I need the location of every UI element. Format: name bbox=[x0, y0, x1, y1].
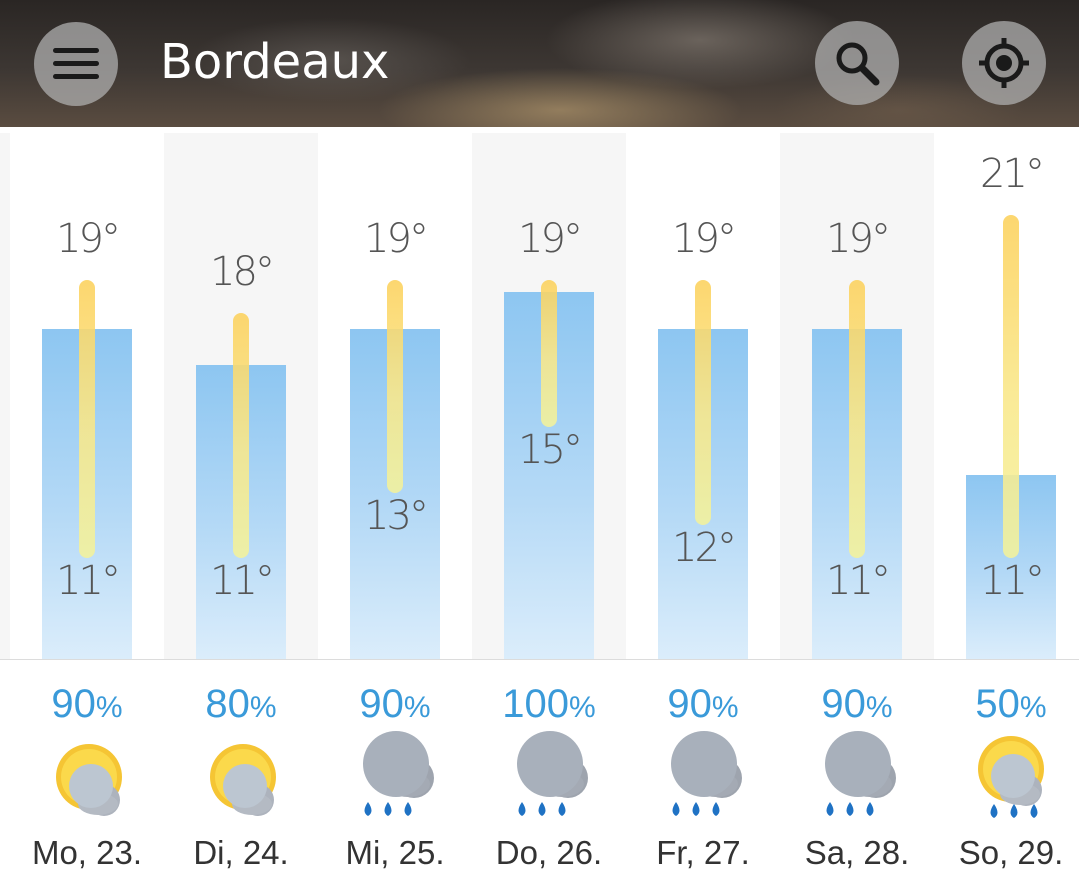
precip-value: 80 bbox=[205, 682, 250, 726]
temp-range-bar bbox=[387, 280, 403, 493]
high-temp: 18° bbox=[210, 249, 275, 296]
temp-range-bar bbox=[1003, 215, 1019, 558]
precip-value: 100 bbox=[502, 682, 570, 726]
low-temp: 11° bbox=[56, 558, 121, 604]
precip-value: 50 bbox=[975, 682, 1020, 726]
precip-unit: % bbox=[403, 691, 431, 724]
column-shade bbox=[0, 133, 10, 660]
high-temp: 19° bbox=[826, 216, 891, 263]
high-temp: 19° bbox=[364, 216, 429, 263]
day-label[interactable]: Do, 26. bbox=[495, 834, 603, 871]
low-temp: 11° bbox=[980, 558, 1045, 604]
precip-unit: % bbox=[711, 691, 739, 724]
city-title: Bordeaux bbox=[160, 34, 390, 90]
partly-cloudy-icon bbox=[210, 744, 276, 816]
app-header: Bordeaux bbox=[0, 0, 1079, 127]
high-temp: 21° bbox=[980, 151, 1045, 197]
low-temp: 11° bbox=[826, 558, 891, 604]
weather-icon bbox=[164, 728, 318, 820]
day-label[interactable]: Sa, 28. bbox=[804, 834, 910, 871]
locate-button[interactable] bbox=[962, 21, 1046, 105]
low-temp: 13° bbox=[364, 492, 429, 539]
search-icon bbox=[836, 42, 880, 86]
precip-unit: % bbox=[865, 691, 893, 724]
weather-icon bbox=[318, 728, 472, 820]
precip-chance: 90% bbox=[626, 682, 780, 727]
rain-cloud-icon bbox=[363, 731, 434, 816]
temp-range-bar bbox=[233, 313, 249, 558]
rain-cloud-icon bbox=[671, 731, 742, 816]
precip-chance: 50% bbox=[934, 682, 1079, 727]
weather-icon bbox=[626, 728, 780, 820]
partly-cloudy-rain-icon bbox=[978, 736, 1044, 818]
precip-chance: 90% bbox=[10, 682, 164, 727]
precip-unit: % bbox=[569, 691, 596, 724]
precip-chance: 80% bbox=[164, 682, 318, 727]
temp-range-bar bbox=[849, 280, 865, 558]
precip-chance: 90% bbox=[318, 682, 472, 727]
precip-unit: % bbox=[1019, 691, 1047, 724]
low-temp: 12° bbox=[672, 525, 737, 572]
weather-icon bbox=[934, 728, 1079, 820]
low-temp: 15° bbox=[518, 427, 583, 474]
precip-value: 90 bbox=[667, 682, 712, 726]
menu-icon bbox=[53, 48, 99, 79]
precip-value: 90 bbox=[821, 682, 866, 726]
day-label[interactable]: Di, 24. bbox=[193, 834, 289, 871]
weather-icon bbox=[780, 728, 934, 820]
divider bbox=[0, 659, 1079, 660]
search-button[interactable] bbox=[815, 21, 899, 105]
precip-value: 90 bbox=[359, 682, 404, 726]
precip-unit: % bbox=[95, 691, 123, 724]
temp-range-bar bbox=[541, 280, 557, 428]
rain-cloud-icon bbox=[517, 731, 588, 816]
day-label[interactable]: Fr, 27. bbox=[656, 834, 750, 871]
precip-unit: % bbox=[249, 691, 277, 724]
weather-icon bbox=[10, 728, 164, 820]
day-label[interactable]: Mi, 25. bbox=[345, 834, 445, 871]
partly-cloudy-icon bbox=[56, 744, 122, 816]
location-target-icon bbox=[979, 38, 1029, 88]
low-temp: 11° bbox=[210, 558, 275, 604]
high-temp: 19° bbox=[56, 216, 121, 263]
high-temp: 19° bbox=[672, 216, 737, 263]
day-label[interactable]: So, 29. bbox=[958, 834, 1064, 871]
precip-value: 90 bbox=[51, 682, 96, 726]
precip-chance: 100% bbox=[472, 682, 626, 727]
day-label[interactable]: Mo, 23. bbox=[31, 834, 143, 871]
high-temp: 19° bbox=[518, 216, 583, 263]
menu-button[interactable] bbox=[34, 22, 118, 106]
weather-icon bbox=[472, 728, 626, 820]
temp-range-bar bbox=[79, 280, 95, 558]
precip-chance: 90% bbox=[780, 682, 934, 727]
temp-range-bar bbox=[695, 280, 711, 526]
rain-cloud-icon bbox=[825, 731, 896, 816]
